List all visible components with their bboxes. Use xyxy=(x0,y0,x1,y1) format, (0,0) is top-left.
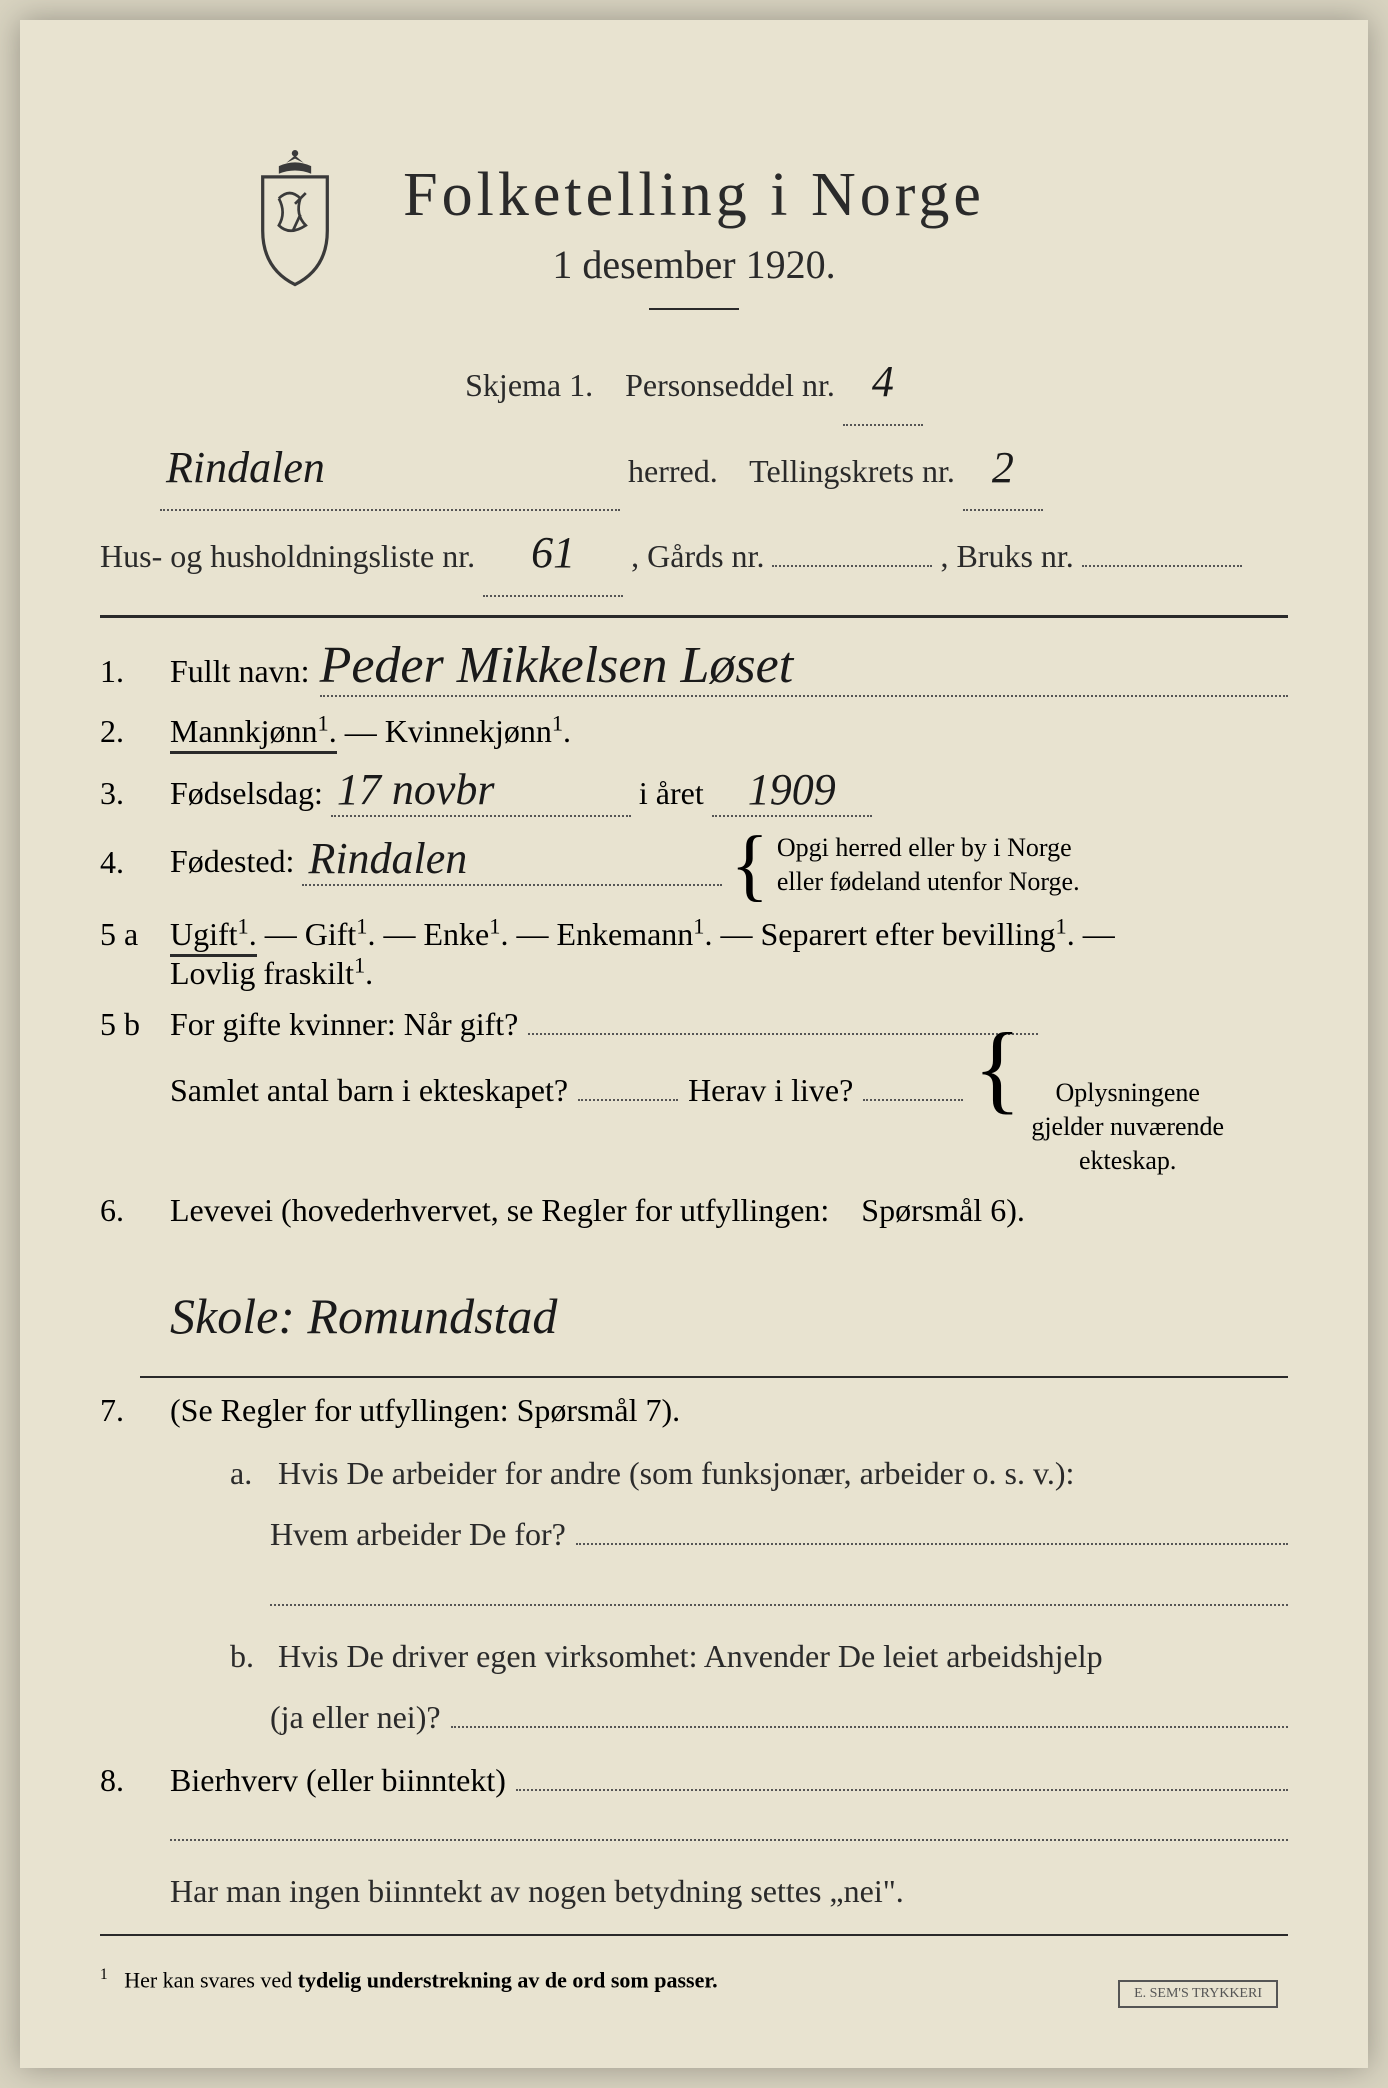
q3-year: 1909 xyxy=(712,764,872,817)
q5b-row: 5 b For gifte kvinner: Når gift? Samlet … xyxy=(100,1006,1288,1177)
q2-female: Kvinnekjønn1. xyxy=(385,713,571,749)
tellingskrets-label: Tellingskrets nr. xyxy=(749,453,955,489)
q7b-2: (ja eller nei)? xyxy=(100,1687,1288,1748)
line-husliste: Hus- og husholdningsliste nr. 61 , Gårds… xyxy=(100,511,1288,597)
q7b-line1: Hvis De driver egen virksomhet: Anvender… xyxy=(278,1638,1103,1674)
q6-num: 6. xyxy=(100,1192,170,1229)
bruks-nr xyxy=(1082,565,1242,567)
q2-num: 2. xyxy=(100,713,170,750)
q7b: b. Hvis De driver egen virksomhet: Anven… xyxy=(100,1626,1288,1687)
q5a-fraskilt: Lovlig fraskilt1. xyxy=(170,955,373,991)
footnote: 1 Her kan svares ved tydelig understrekn… xyxy=(100,1966,1288,1993)
q1-value: Peder Mikkelsen Løset xyxy=(320,636,1288,697)
q8-num: 8. xyxy=(100,1762,170,1799)
footnote-marker: 1 xyxy=(100,1966,108,1983)
q7-label: (Se Regler for utfyllingen: Spørsmål 7). xyxy=(170,1392,680,1428)
husliste-nr: 61 xyxy=(483,511,623,597)
printer-stamp: E. SEM'S TRYKKERI xyxy=(1118,1980,1278,2008)
q4-label: Fødested: xyxy=(170,844,294,880)
gards-label: , Gårds nr. xyxy=(631,538,764,574)
divider xyxy=(649,308,739,310)
q1-num: 1. xyxy=(100,653,170,690)
divider xyxy=(140,1376,1288,1378)
q7-num: 7. xyxy=(100,1392,170,1429)
q7a: a. Hvis De arbeider for andre (som funks… xyxy=(100,1443,1288,1504)
q5b-num: 5 b xyxy=(100,1006,170,1043)
q7a-letter: a. xyxy=(230,1443,270,1504)
q2-sep: — xyxy=(345,713,385,749)
extra-line xyxy=(170,1839,1288,1841)
q1-row: 1. Fullt navn: Peder Mikkelsen Løset xyxy=(100,636,1288,697)
bruks-label: , Bruks nr. xyxy=(940,538,1073,574)
q5b-note: Oplysningene gjelder nuværende ekteskap. xyxy=(1031,1076,1224,1177)
skjema-label: Skjema 1. xyxy=(465,367,593,403)
q7a-line2: Hvem arbeider De for? xyxy=(270,1504,566,1565)
q8-row: 8. Bierhverv (eller biinntekt) xyxy=(100,1762,1288,1799)
q3-year-label: i året xyxy=(639,775,704,811)
gards-nr xyxy=(772,565,932,567)
q5a-gift: Gift1. xyxy=(305,916,376,952)
q5a-num: 5 a xyxy=(100,916,170,953)
q4-row: 4. Fødested: Rindalen { Opgi herred elle… xyxy=(100,831,1288,899)
q3-day: 17 novbr xyxy=(331,764,631,817)
footnote-bold: tydelig understrekning av de ord som pas… xyxy=(298,1967,718,1992)
q6-label2: Spørsmål 6). xyxy=(861,1192,1025,1228)
q5a-enke: Enke1. xyxy=(424,916,509,952)
q7a-extra-line xyxy=(270,1604,1288,1606)
q7b-field xyxy=(451,1726,1288,1728)
q5b-children: Samlet antal barn i ekteskapet? xyxy=(170,1072,568,1109)
q8-label: Bierhverv (eller biinntekt) xyxy=(170,1762,506,1799)
q2-male: Mannkjønn1. xyxy=(170,713,337,754)
coat-of-arms-icon xyxy=(240,150,350,290)
q1-label: Fullt navn: xyxy=(170,653,310,690)
note-bottom: Har man ingen biinntekt av nogen betydni… xyxy=(100,1861,1288,1922)
q7-row: 7. (Se Regler for utfyllingen: Spørsmål … xyxy=(100,1392,1288,1429)
brace-icon: { xyxy=(973,1043,1021,1093)
q7a-line1: Hvis De arbeider for andre (som funksjon… xyxy=(278,1455,1074,1491)
q7b-line2: (ja eller nei)? xyxy=(270,1687,441,1748)
q5b-alive-field xyxy=(863,1099,963,1101)
q8-field xyxy=(516,1789,1288,1791)
q5b-when-field xyxy=(528,1033,1038,1035)
q5a-ugift: Ugift1. xyxy=(170,916,257,957)
census-form-page: Folketelling i Norge 1 desember 1920. Sk… xyxy=(20,20,1368,2068)
q7b-letter: b. xyxy=(230,1626,270,1687)
line-skjema: Skjema 1. Personseddel nr. 4 xyxy=(100,340,1288,426)
q3-num: 3. xyxy=(100,775,170,812)
q5b-alive: Herav i live? xyxy=(688,1072,853,1109)
q5b-when: For gifte kvinner: Når gift? xyxy=(170,1006,518,1043)
q6-value-line: Skole: Romundstad xyxy=(100,1269,1288,1364)
q6-value: Skole: Romundstad xyxy=(170,1288,557,1344)
q6-row: 6. Levevei (hovederhvervet, se Regler fo… xyxy=(100,1192,1288,1229)
header: Folketelling i Norge 1 desember 1920. xyxy=(100,160,1288,310)
personseddel-label: Personseddel nr. xyxy=(625,367,835,403)
q5b-children-field xyxy=(578,1099,678,1101)
footnote-text: Her kan svares ved xyxy=(124,1967,298,1992)
q5a-row: 5 a Ugift1. — Gift1. — Enke1. — Enkemann… xyxy=(100,913,1288,992)
brace-icon: { xyxy=(730,845,768,885)
q7a-field xyxy=(576,1543,1288,1545)
q7a-2: Hvem arbeider De for? xyxy=(100,1504,1288,1565)
q4-note: Opgi herred eller by i Norge eller fødel… xyxy=(777,831,1080,899)
divider xyxy=(100,615,1288,618)
q3-label: Fødselsdag: xyxy=(170,775,323,811)
q6-label: Levevei (hovederhvervet, se Regler for u… xyxy=(170,1192,829,1228)
line-herred: Rindalen herred. Tellingskrets nr. 2 xyxy=(160,426,1288,512)
husliste-label: Hus- og husholdningsliste nr. xyxy=(100,538,475,574)
q5a-separert: Separert efter bevilling1. xyxy=(761,916,1075,952)
herred-value: Rindalen xyxy=(160,426,620,512)
divider xyxy=(100,1934,1288,1936)
herred-label: herred. xyxy=(628,453,718,489)
q4-num: 4. xyxy=(100,844,170,881)
tellingskrets-nr: 2 xyxy=(963,426,1043,512)
personseddel-nr: 4 xyxy=(843,340,923,426)
q3-row: 3. Fødselsdag: 17 novbr i året 1909 xyxy=(100,764,1288,817)
q2-row: 2. Mannkjønn1. — Kvinnekjønn1. xyxy=(100,711,1288,751)
q4-value: Rindalen xyxy=(302,833,722,886)
q5a-enkemann: Enkemann1. xyxy=(556,916,712,952)
